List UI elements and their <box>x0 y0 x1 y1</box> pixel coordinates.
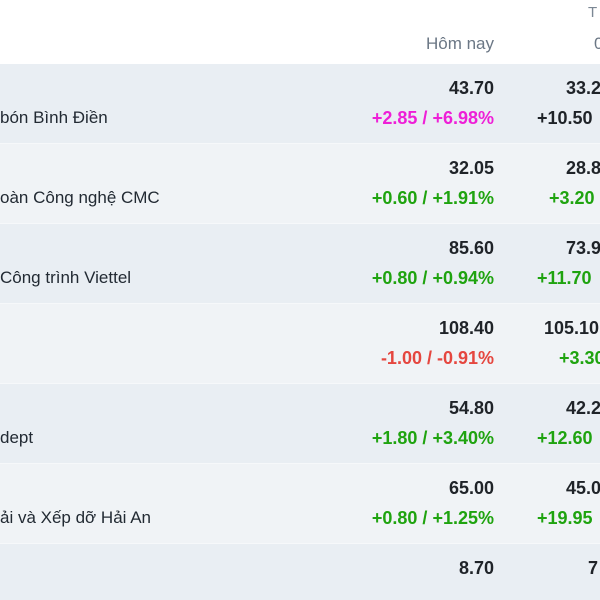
stock-name: oàn Công nghệ CMC <box>0 188 160 207</box>
stock-name: Công trình Viettel <box>0 268 132 287</box>
price-today: 65.00 <box>448 478 494 498</box>
stock-name: ải và Xếp dỡ Hải An <box>0 508 152 527</box>
price-today: 43.70 <box>448 78 494 98</box>
table-row[interactable]: dept 54.80 +1.80 / +3.40% 42.2 +12.60 <box>0 384 600 464</box>
table-row[interactable]: 108.40 -1.00 / -0.91% 105.10 +3.30 <box>0 304 600 384</box>
change-next: +19.95 <box>537 508 593 528</box>
table-header: T Hôm nay 0 <box>0 0 600 64</box>
price-today: 32.05 <box>448 158 494 178</box>
column-header-next[interactable]: 0 <box>594 34 600 53</box>
change-today: +0.80 / +1.25% <box>371 508 494 528</box>
price-next: 73.9 <box>566 238 600 258</box>
price-next: 45.0 <box>566 478 600 498</box>
table-row[interactable]: 8.70 7 <box>0 544 600 600</box>
column-header-today[interactable]: Hôm nay <box>425 34 494 53</box>
change-today: +2.85 / +6.98% <box>371 108 494 128</box>
price-today: 108.40 <box>438 318 494 338</box>
table-row[interactable]: ải và Xếp dỡ Hải An 65.00 +0.80 / +1.25%… <box>0 464 600 544</box>
table-row[interactable]: Công trình Viettel 85.60 +0.80 / +0.94% … <box>0 224 600 304</box>
price-today: 54.80 <box>448 398 494 418</box>
change-today: +0.80 / +0.94% <box>371 268 494 288</box>
stock-name: bón Bình Điền <box>0 108 108 127</box>
change-today: +1.80 / +3.40% <box>371 428 494 448</box>
change-next: +3.20 <box>549 188 595 208</box>
stock-name: dept <box>0 428 34 447</box>
price-next: 33.2 <box>566 78 600 98</box>
table-row[interactable]: oàn Công nghệ CMC 32.05 +0.60 / +1.91% 2… <box>0 144 600 224</box>
stock-rows: bón Bình Điền 43.70 +2.85 / +6.98% 33.2 … <box>0 64 600 600</box>
change-next: +11.70 <box>537 268 592 288</box>
price-today: 8.70 <box>458 558 494 578</box>
table-row[interactable]: bón Bình Điền 43.70 +2.85 / +6.98% 33.2 … <box>0 64 600 144</box>
price-next: 105.10 <box>544 318 600 338</box>
change-today: +0.60 / +1.91% <box>371 188 494 208</box>
change-today: -1.00 / -0.91% <box>380 348 494 368</box>
change-next: +10.50 <box>537 108 593 128</box>
change-next: +3.30 <box>559 348 600 368</box>
price-next: 42.2 <box>566 398 600 418</box>
change-next: +12.60 <box>537 428 593 448</box>
price-today: 85.60 <box>448 238 494 258</box>
header-group-label: T <box>588 4 598 21</box>
price-next: 7 <box>588 558 599 578</box>
price-next: 28.8 <box>566 158 600 178</box>
